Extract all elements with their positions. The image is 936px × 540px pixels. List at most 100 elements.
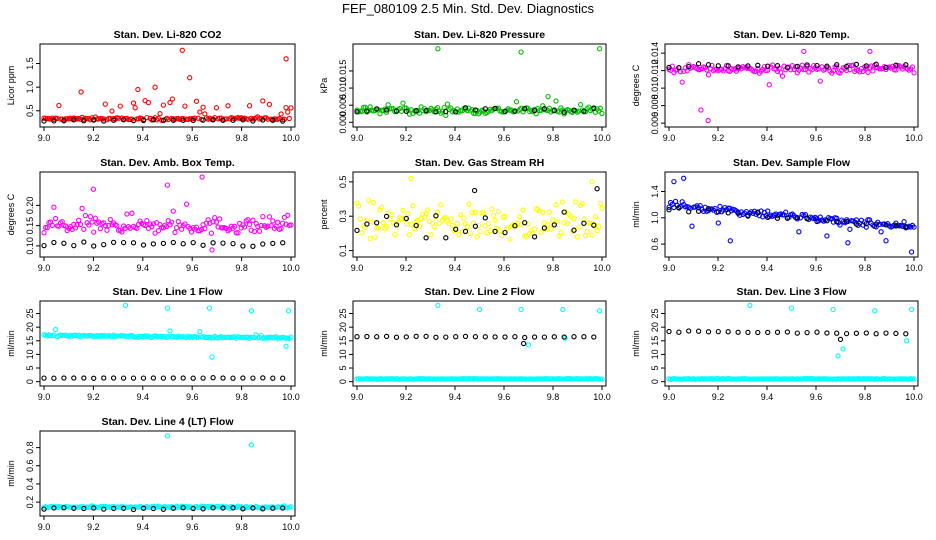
y-tick-label: 25 xyxy=(650,309,660,319)
x-tick-label: 10.0 xyxy=(593,263,611,273)
y-axis-label: Licor ppm xyxy=(6,66,16,106)
reference-point xyxy=(403,108,409,114)
reference-point xyxy=(735,329,741,335)
y-tick-label: 0.012 xyxy=(650,59,660,82)
data-point xyxy=(850,62,856,68)
data-point xyxy=(834,64,840,70)
reference-point xyxy=(853,61,860,68)
reference-point xyxy=(81,375,87,381)
outlier-point xyxy=(518,49,524,55)
data-point xyxy=(370,199,377,206)
data-point xyxy=(495,208,502,215)
reference-point xyxy=(581,334,587,340)
data-point xyxy=(599,376,605,382)
data-point xyxy=(355,203,362,209)
x-tick-label: 9.8 xyxy=(547,392,560,402)
data-point xyxy=(81,226,87,232)
data-point xyxy=(195,334,201,340)
data-point xyxy=(503,376,510,382)
x-tick-label: 9.4 xyxy=(761,263,774,273)
data-point xyxy=(286,115,292,122)
data-point xyxy=(561,220,567,226)
reference-point xyxy=(393,108,400,114)
y-tick-label: 0.6 xyxy=(650,238,660,251)
data-point xyxy=(129,210,135,216)
data-point xyxy=(266,101,273,108)
outlier-point xyxy=(560,306,566,313)
data-point xyxy=(398,216,405,222)
panel-sampleflow: Stan. Dev. Sample Flow ml/min 9.0 9.2 9.4 9.6… xyxy=(631,157,923,273)
outlier-point xyxy=(435,46,441,52)
reference-point xyxy=(51,375,57,381)
series-points xyxy=(666,48,917,124)
data-point xyxy=(182,221,188,227)
data-point xyxy=(577,101,584,108)
outlier-point xyxy=(90,186,97,192)
panel-title: Stan. Dev. Line 3 Flow xyxy=(736,286,847,298)
reference-point xyxy=(755,62,761,68)
data-point xyxy=(355,376,362,382)
outlier-point xyxy=(867,48,873,55)
data-point xyxy=(388,211,395,218)
x-tick-label: 9.0 xyxy=(38,522,51,532)
data-point xyxy=(489,376,495,382)
data-point xyxy=(275,219,281,225)
data-point xyxy=(868,63,874,69)
reference-point xyxy=(666,328,672,335)
outlier-point xyxy=(788,305,795,311)
x-tick-label: 9.2 xyxy=(712,133,725,143)
reference-point xyxy=(853,221,860,227)
reference-point xyxy=(873,61,879,67)
panel-title: Stan. Dev. Line 1 Flow xyxy=(112,286,223,298)
reference-point xyxy=(150,505,157,512)
data-point xyxy=(102,222,108,229)
page-title: FEF_080109 2.5 Min. Std. Dev. Diagnostic… xyxy=(342,1,594,16)
data-point xyxy=(847,226,853,232)
series-points xyxy=(41,47,294,124)
reference-point xyxy=(180,505,186,511)
reference-point xyxy=(705,329,712,335)
data-point xyxy=(383,109,390,115)
outlier-point xyxy=(872,308,878,314)
data-point xyxy=(801,66,807,73)
x-tick-label: 9.8 xyxy=(859,392,872,402)
reference-point xyxy=(270,375,276,381)
x-tick-label: 10.0 xyxy=(282,522,300,532)
data-point xyxy=(280,220,286,226)
x-tick-label: 9.8 xyxy=(547,263,560,273)
y-tick-label: 0.10 xyxy=(25,237,35,255)
reference-point xyxy=(260,506,266,512)
panel-rh: Stan. Dev. Gas Stream RH percent 9.0 9.2 9.4… xyxy=(319,157,611,273)
data-point xyxy=(416,223,423,229)
reference-point xyxy=(893,223,899,229)
reference-point xyxy=(873,331,879,337)
data-point xyxy=(130,100,137,106)
reference-point xyxy=(715,63,721,69)
data-point xyxy=(278,225,284,232)
reference-point xyxy=(160,375,167,381)
data-point xyxy=(197,328,203,335)
data-point xyxy=(520,207,526,213)
reference-point xyxy=(541,106,548,112)
reference-point xyxy=(200,375,206,381)
x-tick-label: 9.0 xyxy=(351,263,364,273)
reference-point xyxy=(843,219,850,225)
data-point xyxy=(456,231,462,238)
series-points xyxy=(41,433,294,513)
data-point xyxy=(408,221,414,227)
data-point xyxy=(796,229,802,235)
data-point xyxy=(157,111,163,117)
plot-frame xyxy=(39,300,296,387)
y-tick-label: 1.0 xyxy=(650,212,660,225)
outlier-point xyxy=(904,338,910,344)
outlier-point xyxy=(122,302,129,309)
reference-point xyxy=(863,63,869,69)
data-point xyxy=(77,221,84,228)
reference-point xyxy=(250,118,256,124)
reference-point xyxy=(903,331,909,337)
reference-point xyxy=(260,117,266,123)
panel-title: Stan. Dev. Li-820 Pressure xyxy=(414,29,545,41)
data-point xyxy=(266,214,273,220)
reference-point xyxy=(492,334,498,340)
